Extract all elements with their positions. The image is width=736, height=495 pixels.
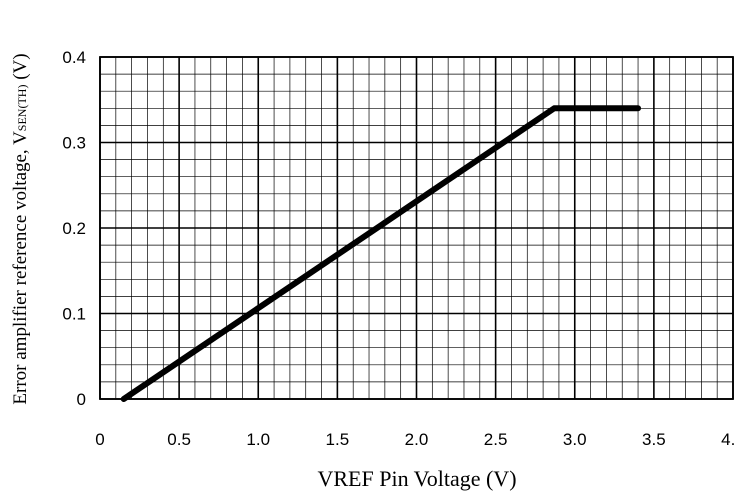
y-tick-label: 0.4 xyxy=(62,48,86,67)
grid xyxy=(99,56,734,400)
y-tick-label: 0.1 xyxy=(62,305,86,324)
x-axis-title: VREF Pin Voltage (V) xyxy=(317,466,516,491)
x-tick-label: 3.0 xyxy=(563,430,587,449)
y-axis-title-subscript: SEN(TH) xyxy=(15,85,29,132)
x-tick-label: 1.0 xyxy=(246,430,270,449)
x-tick-label: 0 xyxy=(95,430,104,449)
series-line xyxy=(120,105,642,402)
y-axis-title: Error amplifier reference voltage, VSEN(… xyxy=(10,53,31,404)
x-tick-label: 1.5 xyxy=(326,430,350,449)
series-group xyxy=(120,105,642,402)
x-tick-label: 2.0 xyxy=(405,430,429,449)
y-tick-label: 0.3 xyxy=(62,134,86,153)
plot-frame xyxy=(99,56,734,400)
y-axis-title-unit: (V) xyxy=(10,53,31,84)
x-tick-label: 3.5 xyxy=(642,430,666,449)
x-tick-labels: 0 0.5 1.0 1.5 2.0 2.5 3.0 3.5 4.0 xyxy=(95,430,736,449)
y-tick-labels: 0 0.1 0.2 0.3 0.4 xyxy=(62,48,86,409)
y-axis-title-main: Error amplifier reference voltage, V xyxy=(10,131,31,405)
x-tick-label: 2.5 xyxy=(484,430,508,449)
x-tick-label: 4.0 xyxy=(721,430,736,449)
y-tick-label: 0.2 xyxy=(62,219,86,238)
y-tick-label: 0 xyxy=(77,390,86,409)
x-tick-label: 0.5 xyxy=(167,430,191,449)
plot-border xyxy=(99,56,734,400)
